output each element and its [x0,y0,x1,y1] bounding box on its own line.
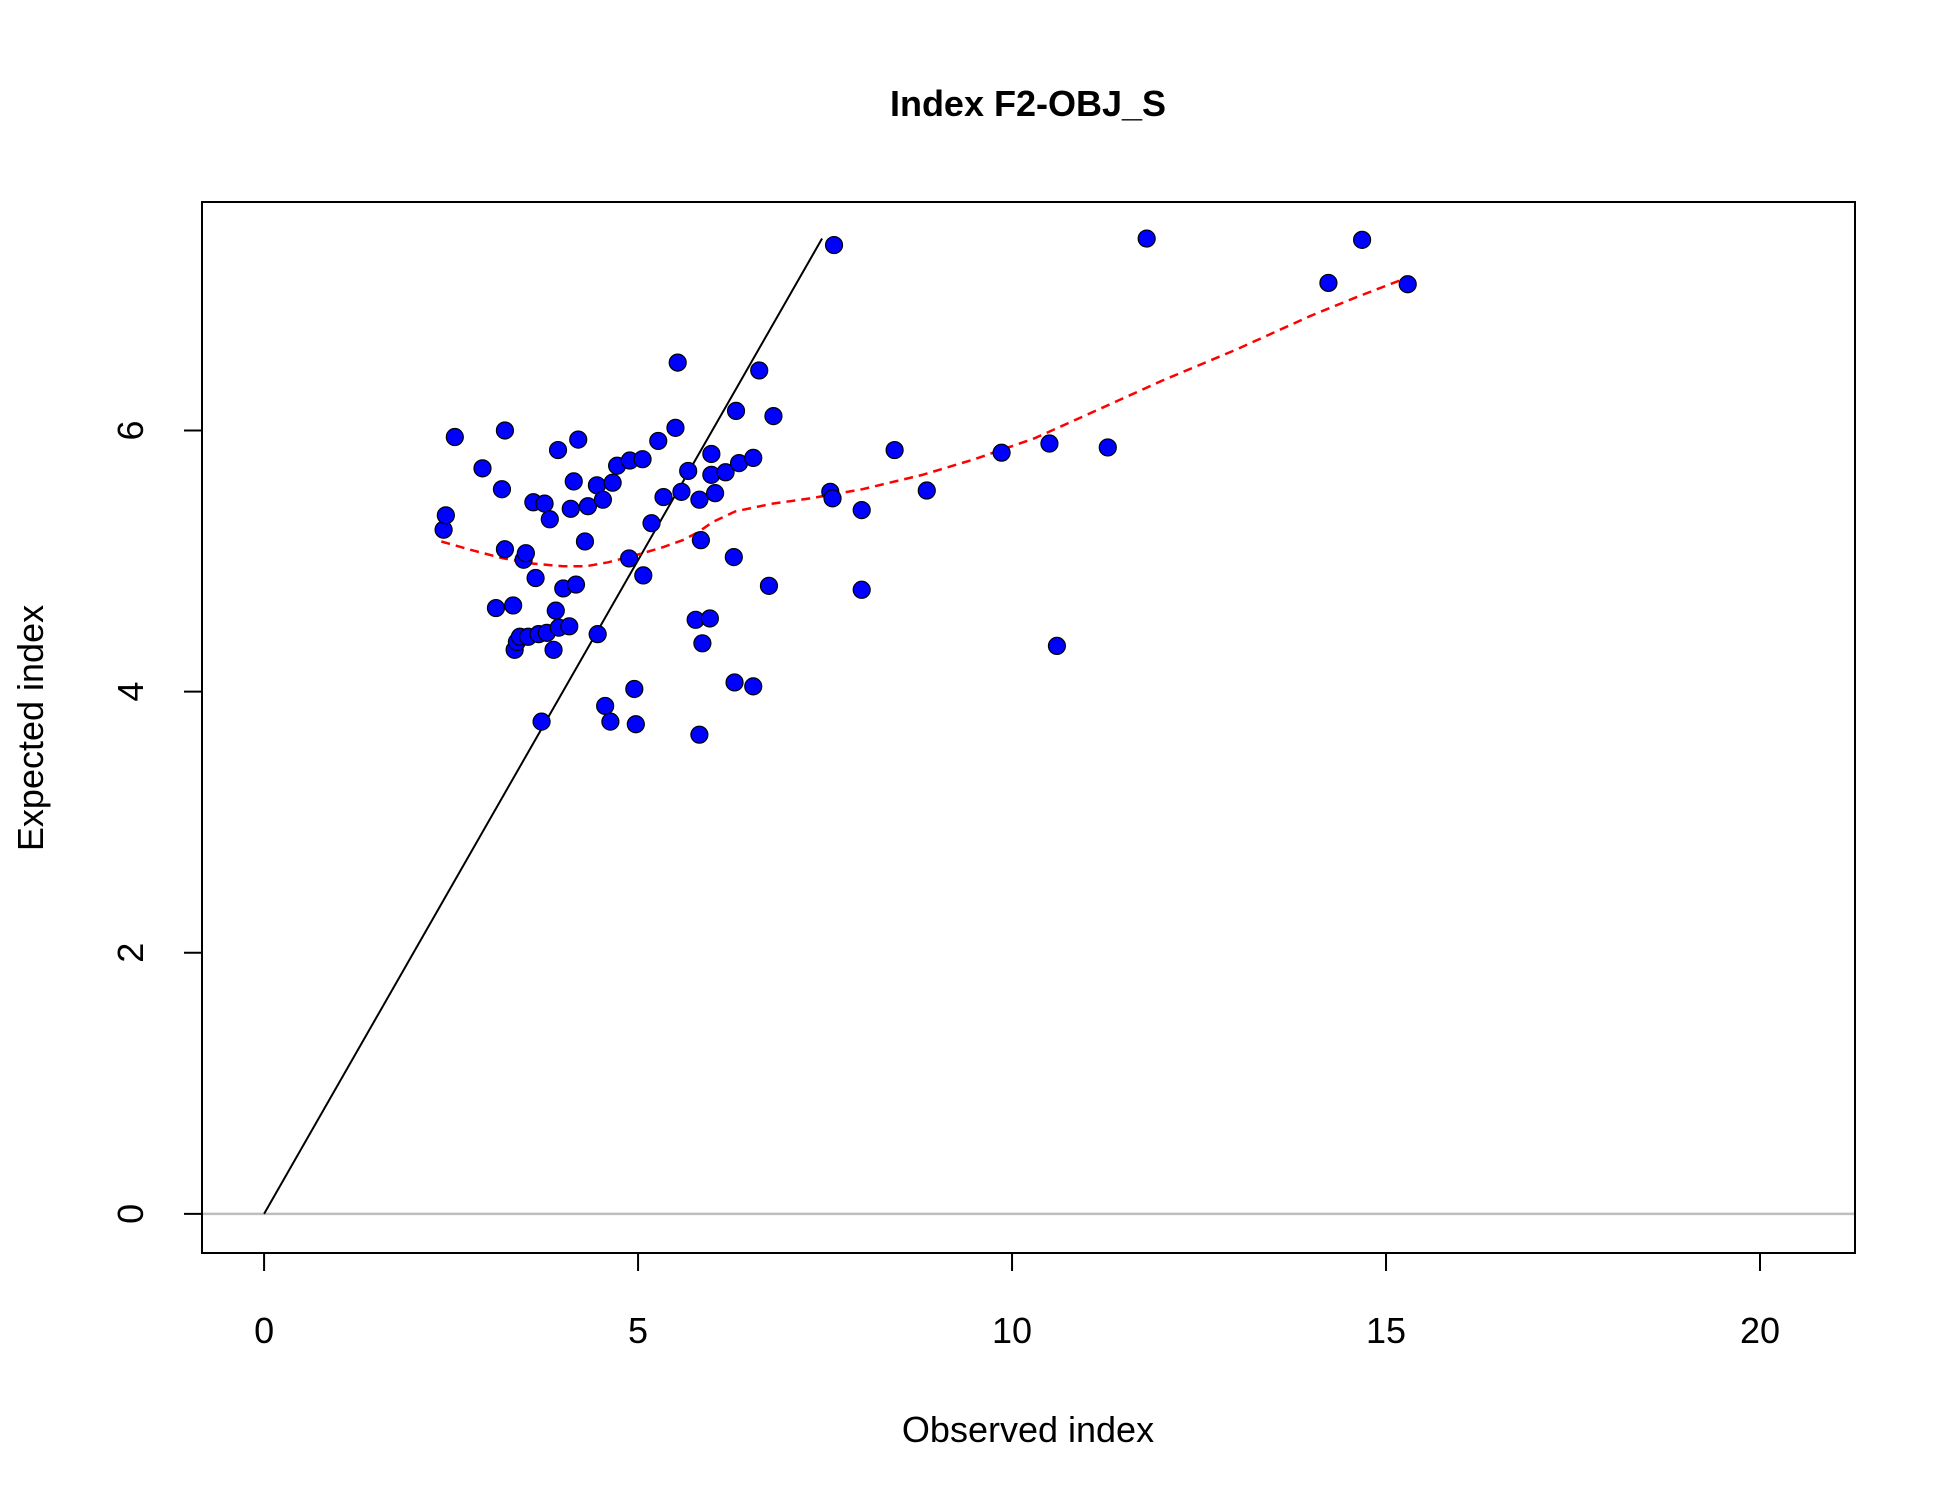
data-point [716,463,735,482]
data-point [690,490,709,509]
y-tick-label: 2 [110,943,151,963]
data-point [744,677,763,696]
data-point [593,490,613,509]
data-point [759,576,779,595]
data-point [619,549,639,568]
x-tick-label: 20 [1740,1310,1780,1351]
x-axis-label: Observed index [902,1409,1154,1450]
data-point [596,696,615,716]
data-point [569,430,588,449]
data-point [548,440,568,460]
data-point [702,444,721,464]
data-point [633,450,652,469]
data-point [601,712,620,731]
data-point [750,361,769,380]
data-point [560,617,579,636]
data-point [1137,229,1156,248]
data-point [744,448,763,467]
data-point [532,712,551,731]
data-point [564,472,583,491]
data-point [535,494,554,513]
data-point [764,407,783,426]
data-point [626,715,645,734]
data-point [654,487,673,507]
data-point [575,532,595,551]
y-axis-label: Expected index [10,605,51,851]
data-point [445,427,464,447]
data-point [504,596,523,615]
data-point [885,440,904,460]
data-point [823,489,842,508]
data-point [672,482,691,501]
plot-frame [201,201,1856,1254]
data-point [603,473,622,492]
data-point [1319,273,1338,293]
data-point [436,506,455,525]
data-point [578,497,598,516]
data-point [486,598,506,618]
data-point [634,566,653,585]
data-point [666,418,685,437]
data-point [492,480,512,499]
data-point [1352,230,1372,249]
smooth-trend-line [440,276,1408,568]
data-point [526,568,545,588]
x-tick-label: 10 [992,1310,1032,1351]
data-point [724,548,743,567]
data-point [1398,275,1417,294]
data-point [824,235,844,255]
data-point [726,401,746,420]
y-tick-label: 0 [110,1204,151,1224]
data-point [679,461,698,481]
data-point [649,431,668,451]
data-point [588,625,607,644]
data-point [1047,636,1067,656]
data-point [495,540,515,559]
data-point [706,484,725,503]
data-point [700,609,719,628]
data-point [495,421,515,440]
data-point [725,673,744,692]
data-point [992,443,1011,462]
data-point [668,353,687,372]
axes: 0 5 10 15 20 0 2 4 6 [110,201,1856,1351]
data-point [561,499,580,518]
data-point [566,575,586,594]
data-point [625,679,644,699]
data-point [544,640,563,659]
plot-area [202,229,1855,1216]
x-tick-label: 15 [1366,1310,1406,1351]
data-point [1098,438,1117,457]
x-tick-label: 5 [628,1310,648,1351]
data-point [852,501,871,520]
data-point [852,580,871,599]
data-point [690,725,709,744]
data-point [691,531,710,550]
data-point [473,459,492,478]
data-point [546,601,565,620]
data-point [642,514,661,533]
data-point [917,481,936,500]
x-tick-label: 0 [254,1310,274,1351]
data-point [516,544,535,563]
data-point [540,510,559,529]
y-tick-label: 6 [110,420,151,440]
data-point [1040,434,1059,453]
y-tick-label: 4 [110,682,151,702]
chart-title: Index F2-OBJ_S [890,83,1166,124]
data-point [693,634,712,653]
